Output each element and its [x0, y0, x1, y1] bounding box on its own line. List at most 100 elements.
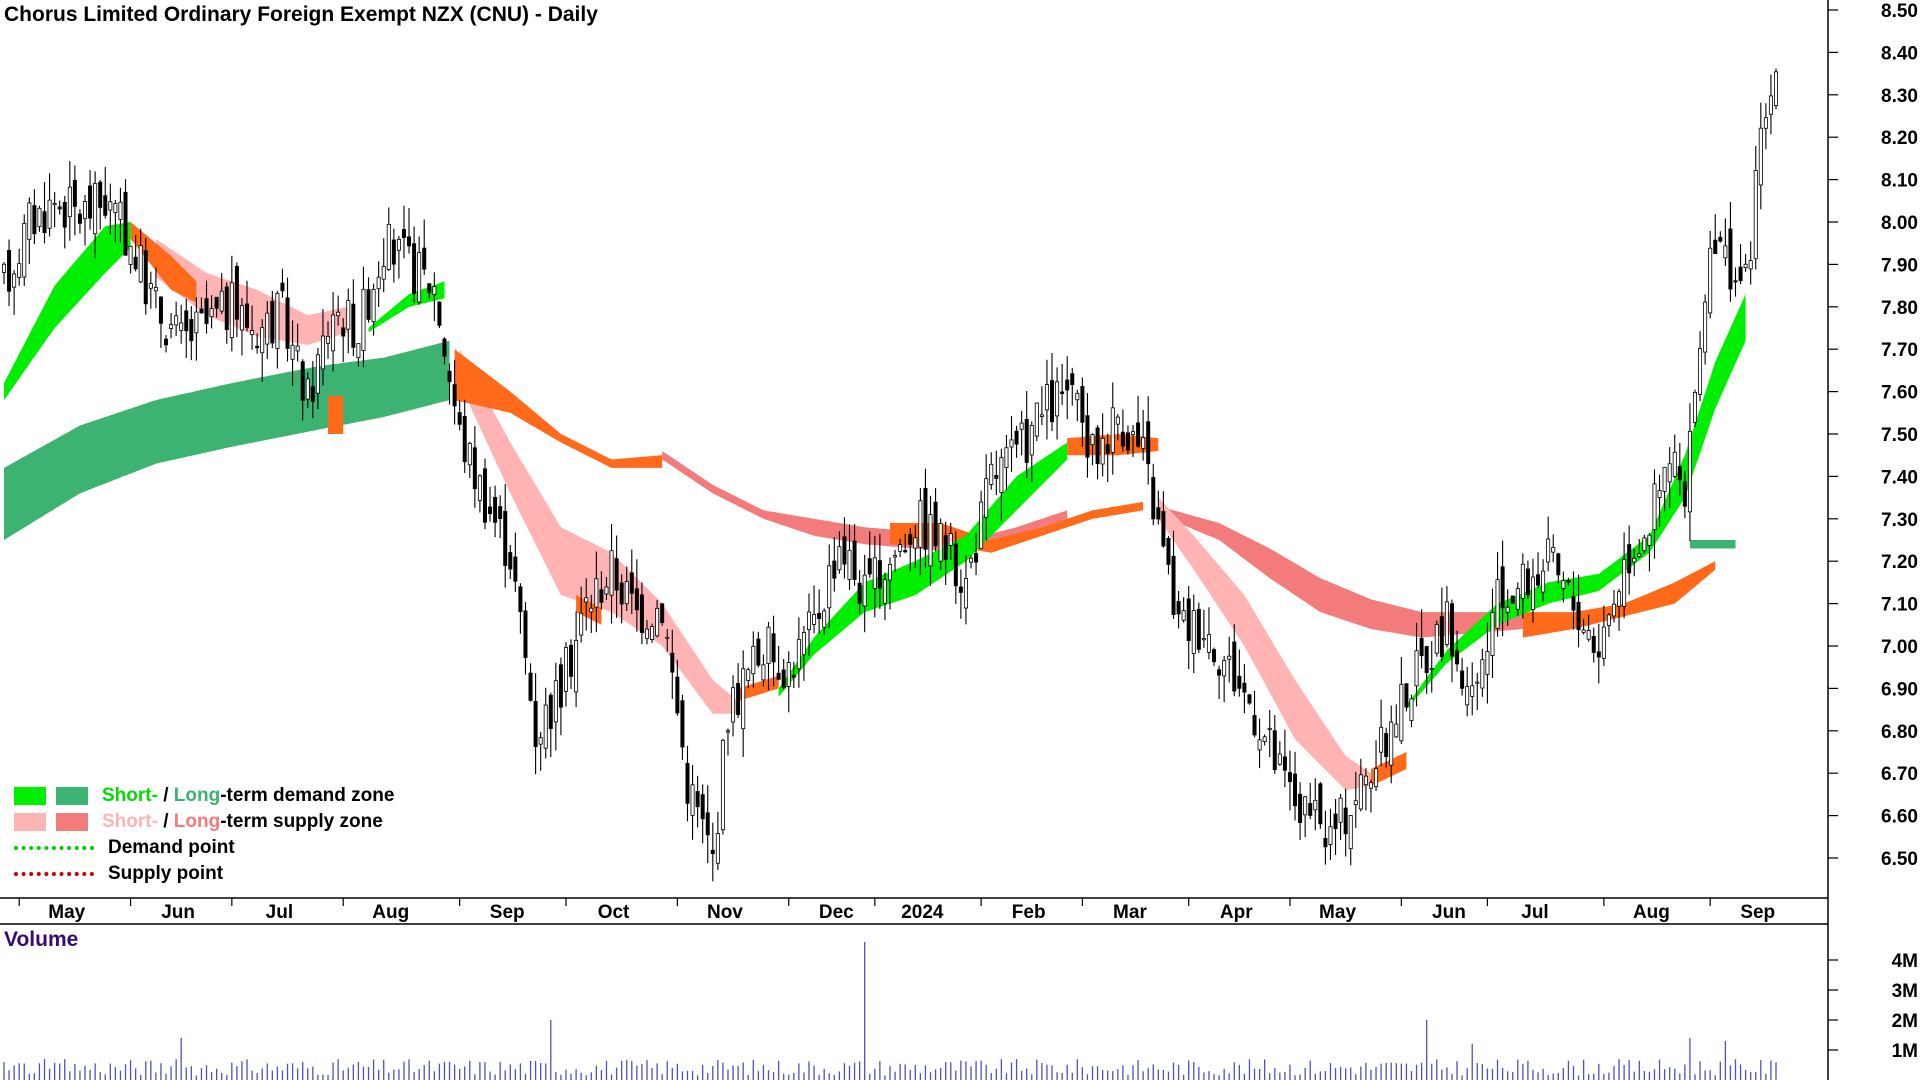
candle-body	[751, 645, 756, 675]
time-tick-label: Apr	[1220, 902, 1253, 923]
candle-body	[736, 682, 741, 715]
candle-body	[634, 588, 639, 611]
candle-body	[1333, 813, 1338, 830]
candle-body	[963, 578, 968, 609]
candle-body	[1439, 616, 1444, 658]
legend-swatch-long-demand	[56, 787, 88, 805]
candle-body	[1065, 379, 1070, 391]
candle-body	[852, 540, 857, 580]
candle-body	[1191, 610, 1196, 654]
candle-body	[315, 354, 320, 394]
candle-body	[412, 243, 417, 294]
candle-body	[1318, 783, 1323, 825]
time-tick-label: Sep	[1740, 902, 1775, 923]
candle-body	[1698, 348, 1703, 395]
candle-body	[143, 250, 148, 305]
price-tick-label: 6.80	[1881, 722, 1918, 743]
candle-body	[680, 700, 685, 748]
candle-body	[493, 497, 498, 523]
price-tick-label: 6.60	[1881, 807, 1918, 828]
candle-body	[933, 501, 938, 547]
time-tick-label: Mar	[1113, 902, 1147, 923]
candle-body	[498, 506, 503, 520]
short-term-supply-band-segment-2	[454, 349, 663, 468]
time-tick-label: Aug	[1633, 902, 1670, 923]
candle-body	[563, 646, 568, 692]
candle-body	[12, 273, 17, 288]
candle-body	[746, 669, 751, 681]
candle-body	[169, 324, 174, 330]
candle-body	[37, 207, 42, 228]
candle-body	[108, 201, 113, 211]
legend-label-demand-sep: /	[157, 785, 174, 806]
candle-body	[1399, 683, 1404, 742]
candle-body	[1379, 726, 1384, 753]
legend-label-demand-rest: -term demand zone	[220, 785, 395, 806]
candle-body	[771, 633, 776, 663]
candle-body	[1677, 466, 1682, 481]
candle-body	[842, 536, 847, 565]
candle-body	[1708, 247, 1713, 314]
candle-body	[239, 305, 244, 331]
price-tick-label: 7.10	[1881, 595, 1918, 616]
time-tick-label: Jul	[1521, 902, 1548, 923]
candle-body	[336, 311, 341, 317]
candle-body	[351, 303, 356, 348]
candle-body	[153, 287, 158, 292]
candle-body	[827, 565, 832, 609]
price-candles-layer	[2, 68, 1779, 882]
candle-body	[715, 833, 720, 864]
short-term-supply-band-segment-0	[130, 222, 197, 303]
candle-body	[488, 506, 493, 515]
candle-body	[599, 589, 604, 603]
candle-body	[184, 310, 189, 332]
price-tick-label: 8.00	[1881, 213, 1918, 234]
long-term-supply-zone-segment-1	[1158, 506, 1523, 638]
candle-body	[47, 199, 52, 229]
price-tick-label: 8.10	[1881, 171, 1918, 192]
candle-body	[401, 229, 406, 238]
candle-body	[999, 457, 1004, 493]
candle-body	[543, 704, 548, 749]
legend-label-supply-short: Short-	[102, 811, 158, 832]
volume-tick-label: 1M	[1892, 1041, 1918, 1062]
price-tick-label: 7.50	[1881, 425, 1918, 446]
candle-body	[675, 676, 680, 714]
candle-body	[1627, 544, 1632, 574]
candle-body	[725, 730, 730, 733]
candle-body	[1576, 601, 1581, 631]
candle-body	[720, 739, 725, 831]
candle-body	[1100, 437, 1105, 465]
candle-body	[1510, 595, 1515, 604]
candle-body	[1682, 481, 1687, 507]
candle-body	[756, 638, 761, 666]
price-tick-label: 8.40	[1881, 43, 1918, 64]
candle-body	[260, 327, 265, 354]
candle-body	[1718, 236, 1723, 242]
candle-body	[17, 263, 22, 278]
legend-row-supply-point: Supply point	[14, 861, 394, 887]
candle-body	[1546, 538, 1551, 563]
candle-body	[77, 213, 82, 224]
candle-body	[1647, 534, 1652, 546]
long-term-demand-zone-segment-1	[1689, 540, 1736, 549]
candle-body	[685, 763, 690, 804]
candle-body	[862, 574, 867, 607]
candle-body	[1313, 799, 1318, 811]
candle-body	[994, 474, 999, 479]
candle-body	[1733, 280, 1738, 283]
candle-body	[609, 550, 614, 596]
candle-body	[1257, 739, 1262, 751]
candle-body	[979, 501, 984, 549]
candle-body	[118, 201, 123, 220]
candle-body	[913, 537, 918, 549]
time-tick-label: Dec	[819, 902, 854, 923]
candle-body	[1657, 490, 1662, 498]
candle-body	[1120, 431, 1125, 447]
candle-body	[1449, 603, 1454, 657]
candle-body	[1019, 422, 1024, 430]
candle-body	[1586, 630, 1591, 640]
legend-demand-point-line	[14, 846, 94, 850]
candle-body	[467, 442, 472, 466]
